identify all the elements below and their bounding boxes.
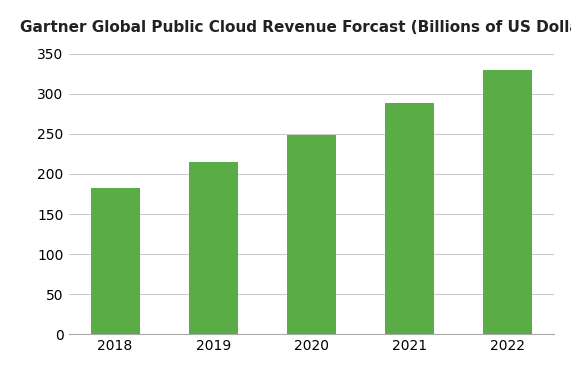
Bar (483, 70, 532, 334)
Bar (385, 103, 434, 334)
Bar (287, 135, 336, 334)
Bar (91, 188, 139, 334)
Title: Gartner Global Public Cloud Revenue Forcast (Billions of US Dollars): Gartner Global Public Cloud Revenue Forc… (19, 20, 571, 35)
Bar (188, 162, 238, 334)
